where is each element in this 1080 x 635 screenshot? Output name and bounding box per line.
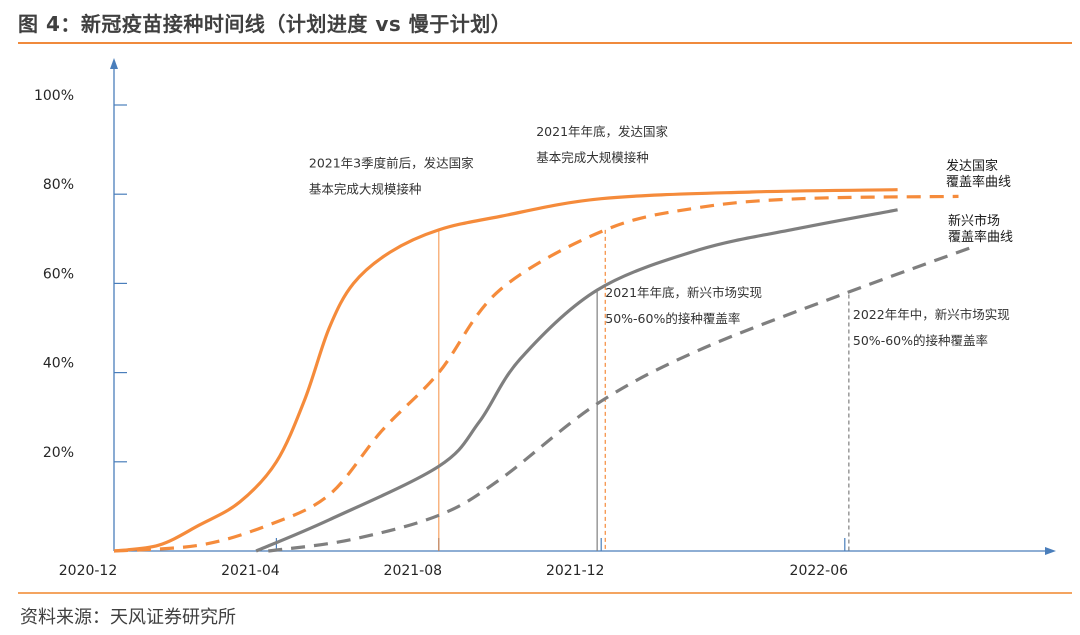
y-axis-arrow-icon [110, 58, 118, 69]
annotation-text: 2021年3季度前后，发达国家 [309, 155, 474, 170]
legend-label: 覆盖率曲线 [946, 174, 1011, 190]
tick-labels: 20% 40% 60% 80% 100% 2020-12 2021-04 2021-08 202… [34, 88, 848, 579]
annotation-text: 2021年年底，发达国家 [536, 124, 668, 139]
source-note: 资料来源：天风证券研究所 [20, 607, 236, 628]
y-tick-label: 100% [34, 88, 74, 104]
x-tick-label: 2020-12 [59, 563, 118, 579]
x-tick-label: 2021-12 [546, 563, 605, 579]
annotation-text: 基本完成大规模接种 [536, 150, 649, 165]
annotations: 2021年3季度前后，发达国家基本完成大规模接种2021年年底，发达国家基本完成… [309, 124, 1010, 348]
annotation-text: 50%-60%的接种覆盖率 [605, 311, 740, 326]
x-axis-arrow-icon [1045, 547, 1056, 555]
annotation-text: 2022年年中，新兴市场实现 [853, 307, 1010, 322]
x-tick-label: 2021-04 [221, 563, 280, 579]
emerging-plan-line [255, 208, 898, 553]
annotation-text: 2021年年底，新兴市场实现 [605, 285, 762, 300]
legend-label: 覆盖率曲线 [948, 229, 1013, 245]
title-divider [18, 42, 1072, 44]
annotation-text: 50%-60%的接种覆盖率 [853, 333, 988, 348]
legend-label: 发达国家 [946, 158, 998, 174]
figure-title: 图 4：新冠疫苗接种时间线（计划进度 vs 慢于计划） [18, 12, 512, 36]
x-tick-label: 2021-08 [384, 563, 443, 579]
y-tick-label: 80% [43, 177, 74, 193]
y-tick-label: 60% [43, 266, 74, 282]
y-tick-label: 40% [43, 356, 74, 372]
annotation-text: 基本完成大规模接种 [309, 181, 422, 196]
legend-label: 新兴市场 [948, 213, 1000, 229]
x-tick-label: 2022-06 [790, 563, 849, 579]
footer-divider [18, 592, 1072, 594]
series-lines [113, 188, 972, 553]
marker-lines [438, 229, 850, 551]
y-tick-label: 20% [43, 445, 74, 461]
developed-slow-line [113, 194, 959, 553]
emerging-slow-line [268, 246, 972, 553]
developed-plan-line [113, 188, 898, 553]
